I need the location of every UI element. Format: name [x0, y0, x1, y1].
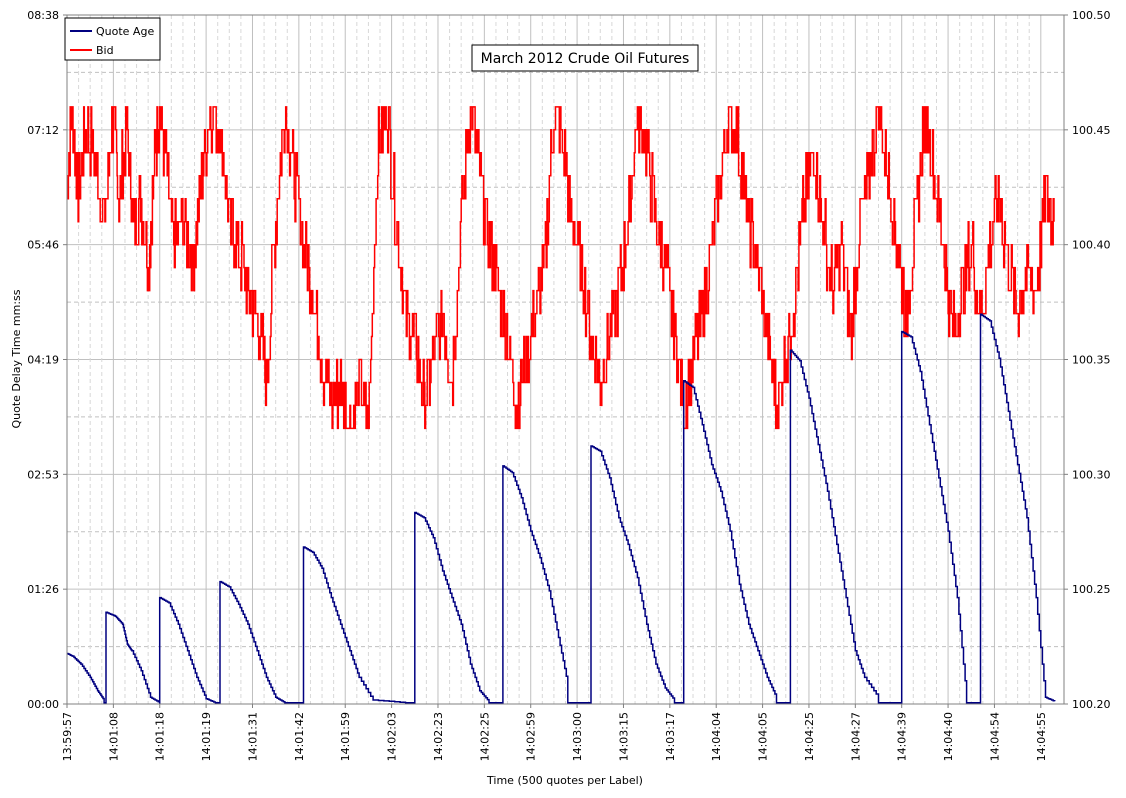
x-tick-label: 14:04:04: [710, 712, 723, 761]
left-axis-ticks: 00:00 01:26 02:53 04:19 05:46 07:12 08:38: [27, 9, 67, 711]
right-tick-label: 100.40: [1072, 239, 1111, 252]
x-tick-label: 13:59:57: [61, 712, 74, 761]
x-axis-title: Time (500 quotes per Label): [486, 774, 643, 787]
right-tick-label: 100.45: [1072, 124, 1111, 137]
x-tick-label: 14:02:03: [386, 712, 399, 761]
x-tick-label: 14:03:15: [617, 712, 630, 761]
series-bid: [67, 106, 1055, 430]
x-tick-label: 14:04:55: [1035, 712, 1048, 761]
x-tick-label: 14:01:19: [200, 712, 213, 761]
x-tick-label: 14:04:40: [942, 712, 955, 761]
quote-age-line: [67, 313, 1056, 704]
x-tick-label: 14:04:54: [988, 712, 1001, 761]
left-tick-label: 07:12: [27, 124, 59, 137]
x-tick-label: 14:04:25: [803, 712, 816, 761]
bid-line: [67, 106, 1055, 430]
left-tick-label: 08:38: [27, 9, 59, 22]
y-axis-title: Quote Delay Time mm:ss: [10, 289, 23, 428]
right-axis-ticks: 100.20 100.25 100.30 100.35 100.40 100.45 100.…: [1064, 9, 1111, 711]
x-tick-label: 14:01:59: [339, 712, 352, 761]
chart-title-box: March 2012 Crude Oil Futures: [471, 44, 699, 72]
x-tick-label: 14:03:00: [571, 712, 584, 761]
legend-label-bid: Bid: [96, 44, 114, 57]
x-tick-label: 14:01:42: [293, 712, 306, 761]
chart-title: March 2012 Crude Oil Futures: [481, 51, 690, 67]
right-tick-label: 100.30: [1072, 468, 1111, 481]
x-tick-label: 14:04:39: [896, 712, 909, 761]
x-tick-label: 14:02:25: [478, 712, 491, 761]
series-quote-age: [67, 313, 1056, 704]
left-tick-label: 04:19: [27, 354, 59, 367]
x-tick-label: 14:02:23: [432, 712, 445, 761]
x-tick-label: 14:01:18: [154, 712, 167, 761]
right-tick-label: 100.25: [1072, 583, 1111, 596]
left-tick-label: 01:26: [27, 583, 59, 596]
legend: Quote Age Bid: [64, 17, 161, 61]
x-tick-label: 14:03:17: [664, 712, 677, 761]
x-axis-ticks: 13:59:57 14:01:08 14:01:18 14:01:19 14:01:31…: [61, 704, 1048, 761]
x-tick-label: 14:02:59: [525, 712, 538, 761]
legend-label-quote-age: Quote Age: [96, 25, 154, 38]
x-tick-label: 14:01:08: [107, 712, 120, 761]
left-tick-label: 05:46: [27, 239, 59, 252]
x-tick-label: 14:01:31: [246, 712, 259, 761]
x-tick-label: 14:04:27: [849, 712, 862, 761]
x-tick-label: 14:04:05: [757, 712, 770, 761]
right-tick-label: 100.50: [1072, 9, 1111, 22]
left-tick-label: 02:53: [27, 468, 59, 481]
left-tick-label: 00:00: [27, 698, 59, 711]
right-tick-label: 100.20: [1072, 698, 1111, 711]
right-tick-label: 100.35: [1072, 354, 1111, 367]
